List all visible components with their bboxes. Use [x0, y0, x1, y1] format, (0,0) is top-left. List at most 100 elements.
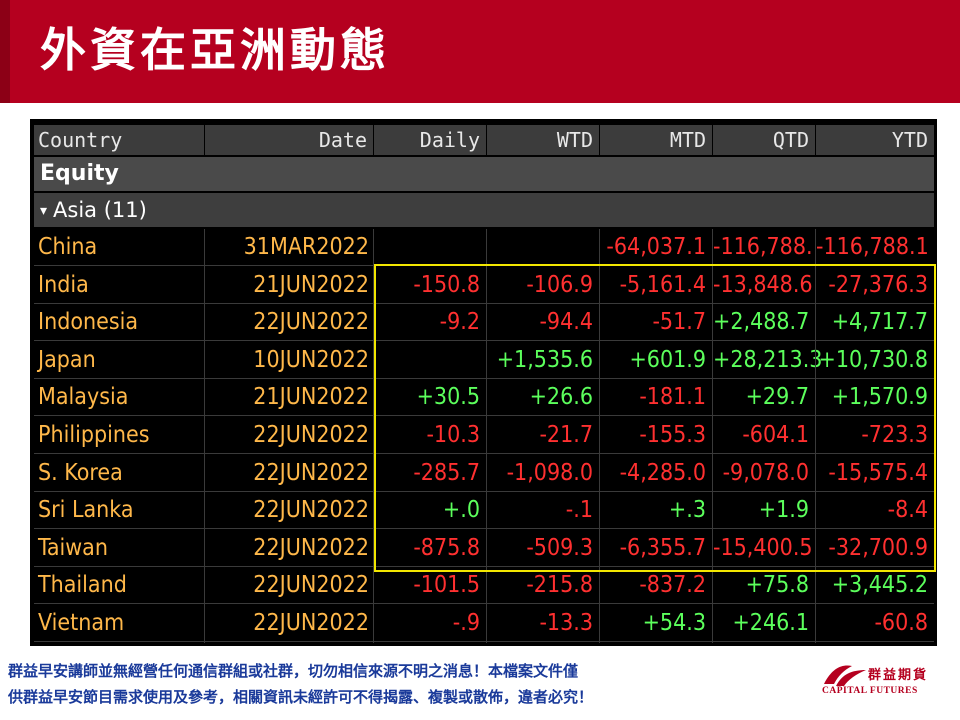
cell-qtd: -9,078.0: [722, 459, 809, 486]
cell-date: 22JUN2022: [253, 534, 369, 561]
cell-ytd: -723.3: [861, 422, 928, 448]
cell-country: Indonesia: [38, 309, 139, 336]
cell-date: 21JUN2022: [253, 271, 369, 298]
cell-qtd: -15,400.5: [713, 534, 813, 561]
cell-mtd: -181.1: [639, 384, 706, 411]
cell-wtd: -106.9: [526, 271, 593, 298]
table-row[interactable]: Vietnam 22JUN2022 -.9 -13.3 +54.3 +246.1 -60.8: [34, 605, 934, 641]
title-bar-accent: [0, 0, 10, 103]
cell-date: 10JUN2022: [253, 346, 369, 373]
cell-daily: +.0: [442, 497, 480, 524]
logo-name-cn: 群益期貨: [868, 668, 929, 683]
table-row[interactable]: China 31MAR2022 -64,037.1 -116,788. -116,788…: [34, 229, 934, 265]
column-divider: [486, 229, 487, 643]
cell-qtd: -116,788.: [713, 234, 813, 260]
table-row[interactable]: Sri Lanka 22JUN2022 +.0 -.1 +.3 +1.9 -8.4: [34, 492, 934, 528]
section-label: Equity: [40, 161, 119, 186]
logo-mark-icon: [824, 665, 866, 686]
column-header-country[interactable]: Country: [34, 125, 204, 155]
cell-wtd: [487, 229, 599, 265]
cell-daily: [374, 342, 486, 378]
cell-wtd: -94.4: [539, 309, 593, 336]
cell-mtd: -5,161.4: [619, 271, 706, 298]
cell-date: 22JUN2022: [253, 459, 369, 486]
cell-date: 21JUN2022: [253, 384, 369, 411]
cell-daily: +30.5: [416, 384, 480, 411]
row-divider: [34, 603, 934, 605]
row-divider: [34, 528, 934, 530]
cell-mtd: -6,355.7: [619, 534, 706, 561]
cell-daily: -9.2: [439, 309, 480, 336]
column-header-mtd[interactable]: MTD: [600, 125, 712, 155]
cell-date: 22JUN2022: [253, 497, 369, 524]
cell-country: China: [38, 234, 98, 260]
cell-ytd: -116,788.1: [816, 234, 929, 260]
cell-qtd: +246.1: [732, 610, 809, 636]
cell-daily: -150.8: [413, 271, 480, 298]
cell-mtd: +.3: [668, 497, 706, 524]
cell-country: Philippines: [38, 422, 150, 448]
cell-country: Taiwan: [38, 534, 108, 561]
section-equity[interactable]: Equity: [34, 157, 934, 191]
cell-date: 22JUN2022: [253, 572, 369, 599]
cell-wtd: -13.3: [539, 610, 593, 636]
cell-country: S. Korea: [38, 459, 123, 486]
cell-country: Vietnam: [38, 610, 125, 636]
cell-ytd: -32,700.9: [828, 534, 928, 561]
cell-qtd: -604.1: [742, 422, 809, 448]
cell-qtd: +2,488.7: [713, 309, 810, 336]
table-row[interactable]: Malaysia 21JUN2022 +30.5 +26.6 -181.1 +29.7 +1…: [34, 379, 934, 415]
cell-country: Malaysia: [38, 384, 129, 411]
table-row[interactable]: Japan 10JUN2022 +1,535.6 +601.9 +28,213.3 +10…: [34, 342, 934, 378]
group-asia[interactable]: ▾ Asia (11): [34, 193, 934, 227]
cell-wtd: -215.8: [526, 572, 593, 599]
disclaimer-line-1: 群益早安講師並無經營任何通信群組或社群，切勿相信來源不明之消息！本檔案文件僅: [8, 662, 579, 680]
cell-qtd: +28,213.3: [713, 346, 823, 373]
cell-ytd: +1,570.9: [831, 384, 928, 411]
cell-mtd: +601.9: [629, 346, 706, 373]
cell-daily: -101.5: [413, 572, 480, 599]
table-row[interactable]: Thailand 22JUN2022 -101.5 -215.8 -837.2 +75.8…: [34, 567, 934, 603]
row-divider: [34, 490, 934, 492]
cell-ytd: -8.4: [887, 497, 928, 524]
column-header-qtd[interactable]: QTD: [713, 125, 815, 155]
column-divider: [712, 229, 713, 643]
table-row[interactable]: Taiwan 22JUN2022 -875.8 -509.3 -6,355.7 -15,4…: [34, 530, 934, 566]
row-divider: [34, 453, 934, 454]
cell-daily: -.9: [452, 610, 480, 636]
table-row[interactable]: S. Korea 22JUN2022 -285.7 -1,098.0 -4,285.0-…: [34, 455, 934, 491]
cell-date: 31MAR2022: [243, 234, 369, 260]
column-header-date[interactable]: Date: [205, 125, 373, 155]
column-header-wtd[interactable]: WTD: [487, 125, 599, 155]
table-row[interactable]: Indonesia 22JUN2022 -9.2 -94.4 -51.7 +2,488.7…: [34, 304, 934, 340]
column-divider: [815, 229, 816, 643]
page-title: 外資在亞洲動態: [40, 23, 390, 77]
cell-mtd: -155.3: [639, 422, 706, 448]
column-divider: [373, 229, 374, 643]
cell-daily: -285.7: [413, 459, 480, 486]
cell-wtd: -21.7: [539, 422, 593, 448]
table-row[interactable]: India 21JUN2022 -150.8 -106.9 -5,161.4 -13,84…: [34, 267, 934, 303]
group-label: Asia (11): [53, 198, 147, 222]
cell-date: 22JUN2022: [253, 309, 369, 336]
table-row[interactable]: Philippines 22JUN2022 -10.3 -21.7 -155.3 -604…: [34, 417, 934, 453]
cell-daily: -10.3: [426, 422, 480, 448]
cell-ytd: -27,376.3: [828, 271, 928, 298]
cell-mtd: +54.3: [642, 610, 706, 636]
column-divider: [599, 229, 600, 643]
caret-down-icon[interactable]: ▾: [40, 203, 48, 219]
column-divider: [204, 229, 205, 643]
cell-country: Sri Lanka: [38, 497, 134, 524]
column-header-daily[interactable]: Daily: [374, 125, 486, 155]
row-divider: [34, 302, 934, 304]
cell-country: Japan: [38, 346, 96, 373]
cell-wtd: -509.3: [526, 534, 593, 561]
cell-mtd: -4,285.0: [619, 459, 706, 486]
logo-name-en: CAPITAL FUTURES: [822, 686, 918, 696]
cell-mtd: -51.7: [652, 309, 706, 336]
cell-wtd: +1,535.6: [496, 346, 593, 373]
column-header-ytd[interactable]: YTD: [816, 125, 934, 155]
cell-ytd: +4,717.7: [831, 309, 928, 336]
row-divider: [34, 415, 934, 417]
row-divider: [34, 340, 934, 342]
